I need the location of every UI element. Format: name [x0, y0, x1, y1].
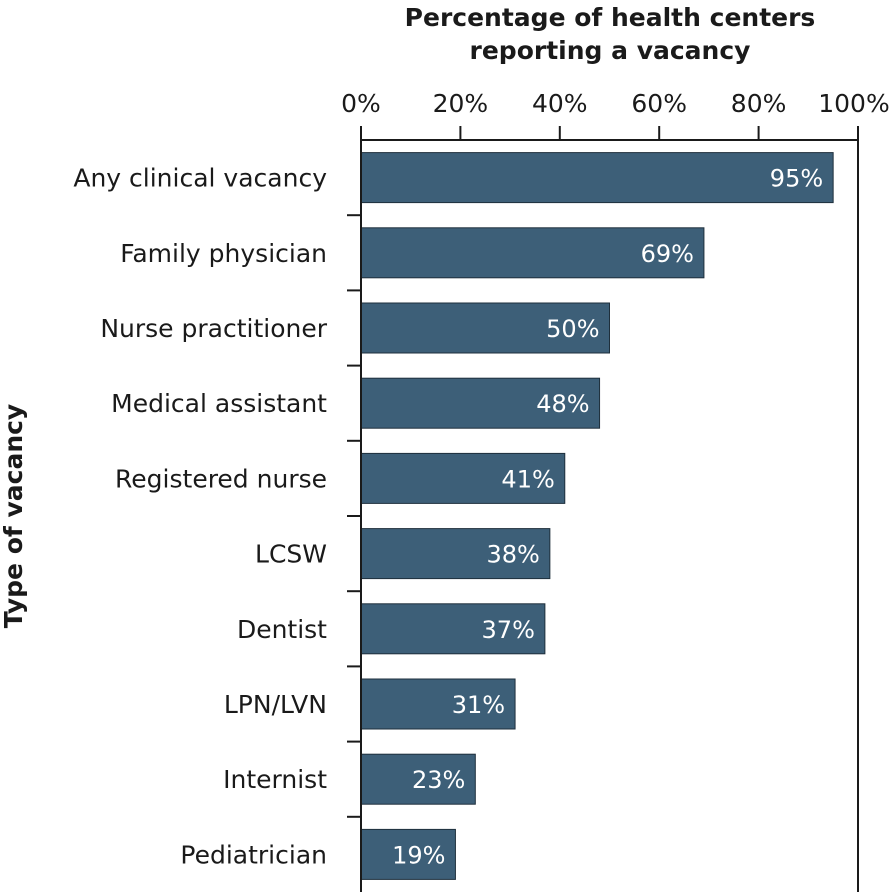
category-label: Registered nurse: [115, 464, 327, 493]
category-label: Any clinical vacancy: [73, 164, 327, 193]
data-label: 50%: [546, 315, 599, 343]
x-tick-label: 80%: [731, 89, 787, 118]
category-label: Nurse practitioner: [100, 314, 327, 343]
y-axis-label: Type of vacancy: [0, 404, 28, 628]
x-tick-label: 60%: [631, 89, 687, 118]
category-label: Family physician: [120, 239, 327, 268]
data-label: 41%: [501, 465, 554, 493]
bars: [360, 152, 834, 880]
bar: [360, 152, 834, 204]
bar: [360, 678, 516, 730]
data-label: 23%: [412, 766, 465, 794]
data-label: 38%: [487, 541, 540, 569]
bar: [360, 227, 705, 279]
chart-title-line-2: reporting a vacancy: [470, 36, 751, 65]
category-label: Medical assistant: [111, 389, 327, 418]
chart-title-line-1: Percentage of health centers: [405, 3, 816, 32]
x-tick-label: 20%: [433, 89, 489, 118]
data-label: 69%: [641, 240, 694, 268]
bar: [360, 528, 551, 580]
data-label: 48%: [536, 390, 589, 418]
x-tick-label: 0%: [341, 89, 381, 118]
bar: [360, 377, 601, 429]
data-label: 37%: [482, 616, 535, 644]
data-label: 19%: [392, 841, 445, 869]
y-axis-ticks: [347, 214, 361, 818]
data-label: 95%: [770, 165, 823, 193]
bar: [360, 828, 456, 880]
value-labels: 95% 69% 50% 48% 41% 38% 37% 31% 23% 19%: [392, 165, 823, 870]
bar: [360, 452, 566, 504]
category-label: Dentist: [237, 615, 327, 644]
x-tick-label: 100%: [818, 89, 889, 118]
category-label: Pediatrician: [180, 840, 327, 869]
bar: [360, 302, 610, 354]
chart-title: Percentage of health centers reporting a…: [405, 3, 816, 65]
x-axis-ticks: 0% 20% 40% 60% 80% 100%: [341, 89, 890, 140]
x-tick-label: 40%: [532, 89, 588, 118]
category-label: LCSW: [255, 540, 327, 569]
category-labels: Any clinical vacancy Family physician Nurs…: [73, 164, 327, 870]
data-label: 31%: [452, 691, 505, 719]
category-label: Internist: [223, 765, 327, 794]
plot-frame: [360, 139, 859, 892]
bar: [360, 753, 476, 805]
bar: [360, 603, 546, 655]
category-label: LPN/LVN: [224, 690, 327, 719]
